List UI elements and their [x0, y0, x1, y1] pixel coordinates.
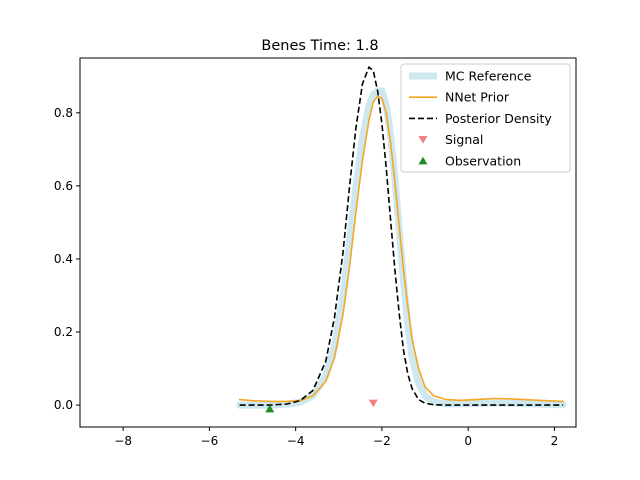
y-tick-label: 0.6	[54, 179, 73, 193]
y-tick-label: 0.2	[54, 325, 73, 339]
legend-box	[400, 63, 571, 173]
x-tick-label: −8	[114, 434, 132, 448]
y-tick-label: 0.0	[54, 398, 73, 412]
y-axis: 0.0 0.2 0.4 0.6 0.8	[54, 106, 80, 412]
x-tick-label: −2	[373, 434, 391, 448]
x-tick-label: −6	[201, 434, 219, 448]
marker-signal	[368, 399, 378, 408]
plot-area	[236, 66, 567, 413]
legend-label-observation: Observation	[445, 153, 521, 168]
x-tick-label: 2	[551, 434, 559, 448]
series-line-mc-reference	[236, 87, 567, 409]
series-layer	[236, 66, 567, 413]
x-tick-label: −4	[287, 434, 305, 448]
legend-swatch-observation	[418, 156, 428, 165]
marker-observation	[265, 404, 275, 413]
legend-label-posterior-density: Posterior Density	[445, 111, 552, 126]
x-axis: −8 −6 −4 −2 0 2	[114, 427, 558, 448]
x-tick-label: 0	[464, 434, 472, 448]
series-line-nnet-prior	[238, 95, 564, 403]
legend-label-mc-reference: MC Reference	[445, 69, 532, 84]
y-tick-label: 0.8	[54, 106, 73, 120]
series-line-posterior-density	[239, 66, 564, 406]
legend-label-signal: Signal	[445, 132, 483, 147]
axes-frame	[79, 57, 577, 428]
legend-label-nnet-prior: NNet Prior	[445, 90, 510, 105]
y-tick-label: 0.4	[54, 252, 73, 266]
chart-title: Benes Time: 1.8	[261, 38, 378, 54]
legend: MC Reference NNet Prior Posterior Density S…	[400, 63, 571, 173]
legend-swatch-signal	[418, 136, 428, 144]
